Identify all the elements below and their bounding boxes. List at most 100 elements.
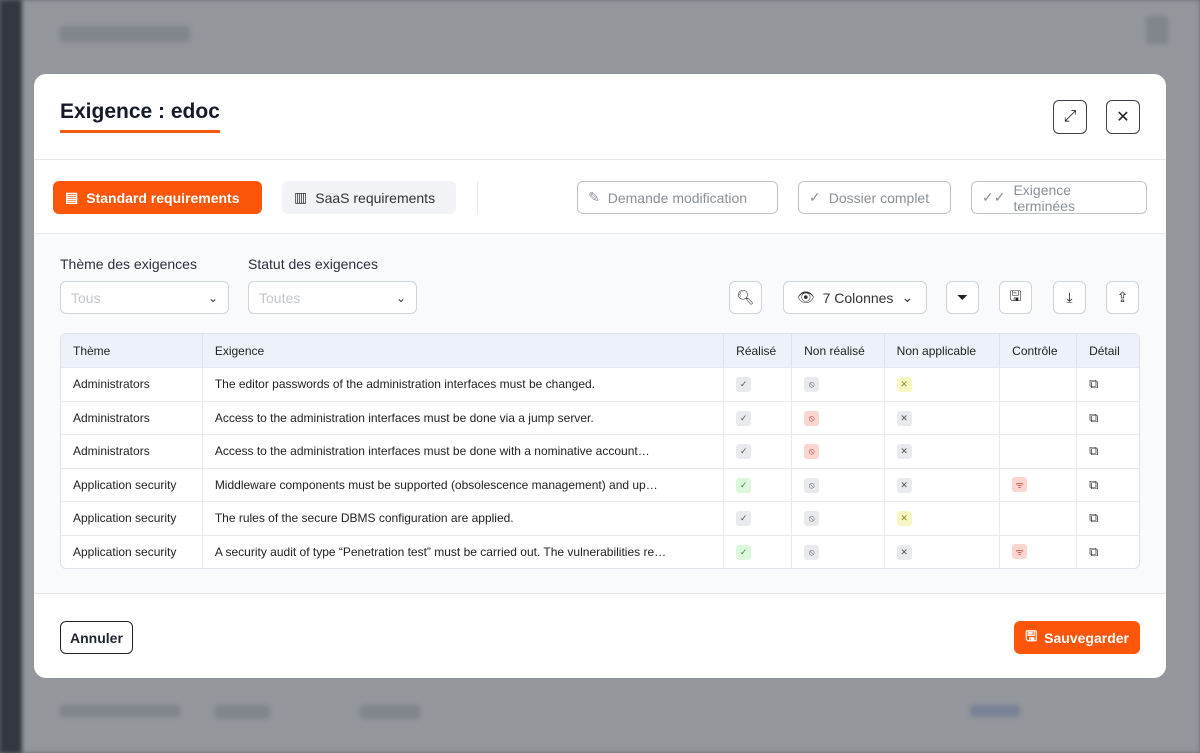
table-row[interactable]: Administrators Access to the administrati… [61, 400, 1139, 434]
chevron-down-icon: ⌄ [395, 290, 406, 305]
divider [477, 181, 478, 214]
check-icon[interactable]: ✓ [736, 444, 752, 460]
save-view-button[interactable]: 🖫 [999, 281, 1032, 314]
controle-cell [1000, 400, 1078, 434]
detail-search-icon[interactable]: ⧉ [1089, 409, 1099, 425]
expand-button[interactable]: ⤢ [1053, 100, 1087, 134]
theme-cell: Administrators [61, 400, 203, 434]
theme-cell: Administrators [61, 434, 203, 468]
controle-cell [1000, 501, 1078, 535]
non_applicable-cell: ✕ [884, 467, 1001, 501]
requirements-finished-button[interactable]: ✓✓ Exigence terminées [971, 181, 1147, 214]
tab-standard-requirements[interactable]: ▤ Standard requirements [53, 181, 262, 214]
request-modification-button[interactable]: ✎ Demande modification [577, 181, 778, 214]
book-icon: ▤ [65, 189, 79, 205]
controle-cell [1000, 434, 1078, 468]
modal-body: Thème des exigences Tous ⌄ Statut des exi… [34, 234, 1166, 594]
column-header[interactable]: Thème [61, 334, 203, 367]
detail-search-icon[interactable]: ⧉ [1089, 476, 1099, 492]
columns-select[interactable]: 👁︎ 7 Colonnes ⌄ [783, 281, 927, 314]
double-check-icon: ✓✓ [982, 189, 1006, 205]
x-icon[interactable]: ✕ [896, 410, 912, 426]
requirement-cell: Middleware components must be supported … [202, 467, 725, 501]
realise-cell: ✓ [724, 367, 793, 401]
modal-toolbar: ▤ Standard requirements ▥ SaaS requirement… [34, 160, 1166, 234]
floppy-icon: 🖫 [1025, 627, 1038, 644]
ban-icon[interactable]: ⦸ [804, 444, 820, 460]
detail-search-icon[interactable]: ⧉ [1089, 443, 1099, 459]
table-row[interactable]: Application security A security audit of … [61, 534, 1139, 569]
column-header[interactable]: Détail [1077, 334, 1139, 367]
x-icon[interactable]: ✕ [896, 544, 912, 560]
x-icon[interactable]: ✕ [896, 511, 912, 527]
check-icon[interactable]: ✓ [736, 544, 752, 560]
detail-search-icon[interactable]: ⧉ [1089, 376, 1099, 392]
non_applicable-cell: ✕ [884, 367, 1001, 401]
status-filter-label: Statut des exigences [248, 256, 378, 272]
download-button[interactable]: ⤓ [1053, 281, 1086, 314]
realise-cell: ✓ [724, 467, 793, 501]
ban-icon[interactable]: ⦸ [804, 477, 820, 493]
check-icon[interactable]: ✓ [736, 410, 752, 426]
x-icon[interactable]: ✕ [896, 377, 912, 393]
ban-icon[interactable]: ⦸ [804, 410, 820, 426]
tab-saas-requirements[interactable]: ▥ SaaS requirements [282, 181, 456, 214]
table-row[interactable]: Administrators The editor passwords of th… [61, 367, 1139, 401]
detail-cell: ⧉ [1077, 501, 1139, 535]
table-row[interactable]: Application security The rules of the sec… [61, 501, 1139, 535]
requirement-cell: The editor passwords of the administrati… [202, 367, 725, 401]
requirement-modal: Exigence : edoc ⤢ ✕ ▤ Standard requiremen… [34, 74, 1166, 678]
close-icon: ✕ [1116, 109, 1130, 126]
controle-cell: ᯤ [1000, 467, 1078, 501]
x-icon[interactable]: ✕ [896, 477, 912, 493]
table-row[interactable]: Administrators Access to the administrati… [61, 434, 1139, 468]
theme-cell: Application security [61, 467, 203, 501]
pencil-icon: ✎ [588, 189, 600, 205]
detail-search-icon[interactable]: ⧉ [1089, 510, 1099, 526]
ban-icon[interactable]: ⦸ [804, 511, 820, 527]
non_applicable-cell: ✕ [884, 400, 1001, 434]
theme-filter-select[interactable]: Tous ⌄ [60, 281, 229, 314]
realise-cell: ✓ [724, 400, 793, 434]
modal-footer: Annuler 🖫 Sauvegarder [34, 594, 1166, 678]
column-header[interactable]: Contrôle [1000, 334, 1078, 367]
filter-button[interactable]: ⏷ [946, 281, 979, 314]
share-button[interactable]: ⇪ [1106, 281, 1139, 314]
filter-icon: ⏷ [956, 289, 969, 305]
column-header[interactable]: Réalisé [724, 334, 793, 367]
wifi-icon[interactable]: ᯤ [1012, 477, 1028, 493]
non_applicable-cell: ✕ [884, 434, 1001, 468]
theme-filter-label: Thème des exigences [60, 256, 197, 272]
modal-header: Exigence : edoc ⤢ ✕ [34, 74, 1166, 160]
check-icon[interactable]: ✓ [736, 377, 752, 393]
expand-icon: ⤢ [1063, 108, 1077, 125]
check-icon: ✓ [809, 189, 821, 205]
ban-icon[interactable]: ⦸ [804, 377, 820, 393]
detail-cell: ⧉ [1077, 367, 1139, 401]
cancel-button[interactable]: Annuler [60, 621, 133, 654]
check-icon[interactable]: ✓ [736, 477, 752, 493]
detail-search-icon[interactable]: ⧉ [1089, 543, 1099, 559]
ban-icon[interactable]: ⦸ [804, 544, 820, 560]
non_applicable-cell: ✕ [884, 501, 1001, 535]
non_realise-cell: ⦸ [792, 434, 885, 468]
wifi-icon[interactable]: ᯤ [1012, 544, 1028, 560]
table-row[interactable]: Application security Middleware component… [61, 467, 1139, 502]
column-header[interactable]: Non applicable [884, 334, 1001, 367]
column-header[interactable]: Exigence [202, 334, 725, 367]
detail-cell: ⧉ [1077, 534, 1139, 569]
check-icon[interactable]: ✓ [736, 511, 752, 527]
detail-cell: ⧉ [1077, 467, 1139, 502]
non_realise-cell: ⦸ [792, 467, 885, 501]
theme-cell: Application security [61, 534, 203, 568]
status-filter-select[interactable]: Toutes ⌄ [248, 281, 417, 314]
column-header[interactable]: Non réalisé [792, 334, 885, 367]
requirement-cell: A security audit of type “Penetration te… [202, 534, 725, 568]
download-icon: ⤓ [1066, 289, 1073, 305]
save-button[interactable]: 🖫 Sauvegarder [1014, 621, 1140, 654]
theme-cell: Application security [61, 501, 203, 535]
close-button[interactable]: ✕ [1106, 100, 1140, 134]
x-icon[interactable]: ✕ [896, 444, 912, 460]
search-button[interactable]: 🔍︎ [729, 281, 762, 314]
complete-file-button[interactable]: ✓ Dossier complet [798, 181, 951, 214]
